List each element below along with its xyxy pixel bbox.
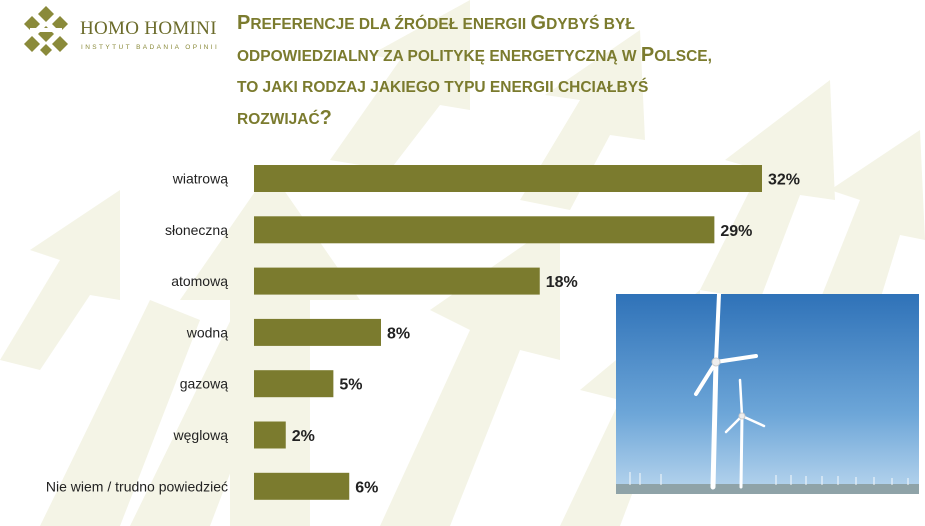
logo: HOMO HOMINI INSTYTUT BADANIA OPINII [20,6,240,62]
bar [254,267,540,295]
value-label: 32% [768,172,800,189]
bar [254,370,334,398]
title-cap: G [530,12,547,34]
title-text: ROZWIJAĆ [237,111,320,128]
bar [254,472,350,500]
category-label: słoneczną [165,222,228,238]
title-line-2: ODPOWIEDZIALNY ZA POLITYKĘ ENERGETYCZNĄ … [237,40,917,72]
bar [254,216,715,244]
title-line-4: ROZWIJAĆ? [237,103,917,135]
title-text: ODPOWIEDZIALNY ZA POLITYKĘ ENERGETYCZNĄ … [237,48,641,65]
value-label: 5% [339,377,362,394]
title-cap: ? [319,107,332,129]
title-line-1: PREFERENCJE DLA ŹRÓDEŁ ENERGII GDYBYŚ BY… [237,8,917,40]
bar [254,318,381,346]
wind-turbine-photo [616,294,919,494]
value-label: 29% [720,223,752,240]
category-label: gazową [180,376,228,392]
title-text: OLSCE, [654,48,712,65]
category-label: Nie wiem / trudno powiedzieć [46,478,228,494]
logo-name: HOMO HOMINI [80,18,217,39]
value-label: 8% [387,325,410,342]
title-text: TO JAKI RODZAJ JAKIEGO TYPU ENERGII CHCI… [237,79,649,96]
title-cap: P [237,12,251,34]
bar [254,421,286,449]
title-line-3: TO JAKI RODZAJ JAKIEGO TYPU ENERGII CHCI… [237,72,917,103]
category-label: węglową [173,427,229,443]
title-cap: P [640,44,655,66]
chart-title: PREFERENCJE DLA ŹRÓDEŁ ENERGII GDYBYŚ BY… [237,8,917,135]
value-label: 18% [546,274,578,291]
value-label: 6% [355,479,378,496]
value-label: 2% [292,428,315,445]
category-label: atomową [171,273,228,289]
title-text: REFERENCJE DLA ŹRÓDEŁ ENERGII [250,16,531,33]
category-label: wodną [186,324,228,340]
bar-chart: wiatrową 32% słoneczną 29% atomową 18% wodną 8%… [46,165,800,500]
category-label: wiatrową [172,171,228,187]
title-text: DYBYŚ BYŁ [546,16,635,33]
logo-mark-icon [24,6,68,56]
logo-subtitle: INSTYTUT BADANIA OPINII [81,44,220,51]
bar [254,165,762,192]
